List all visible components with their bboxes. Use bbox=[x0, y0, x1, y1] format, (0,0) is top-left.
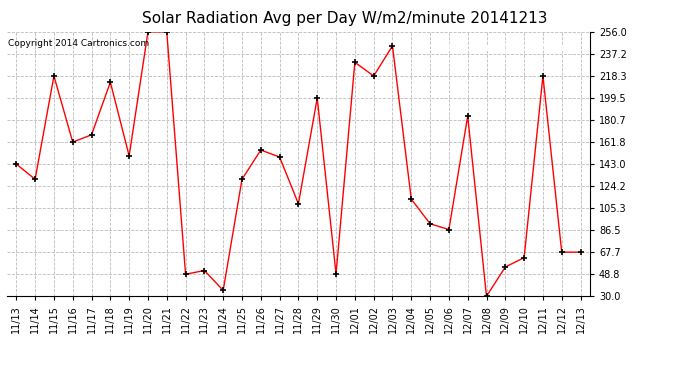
Text: Copyright 2014 Cartronics.com: Copyright 2014 Cartronics.com bbox=[8, 39, 150, 48]
Text: Solar Radiation Avg per Day W/m2/minute 20141213: Solar Radiation Avg per Day W/m2/minute … bbox=[142, 11, 548, 26]
